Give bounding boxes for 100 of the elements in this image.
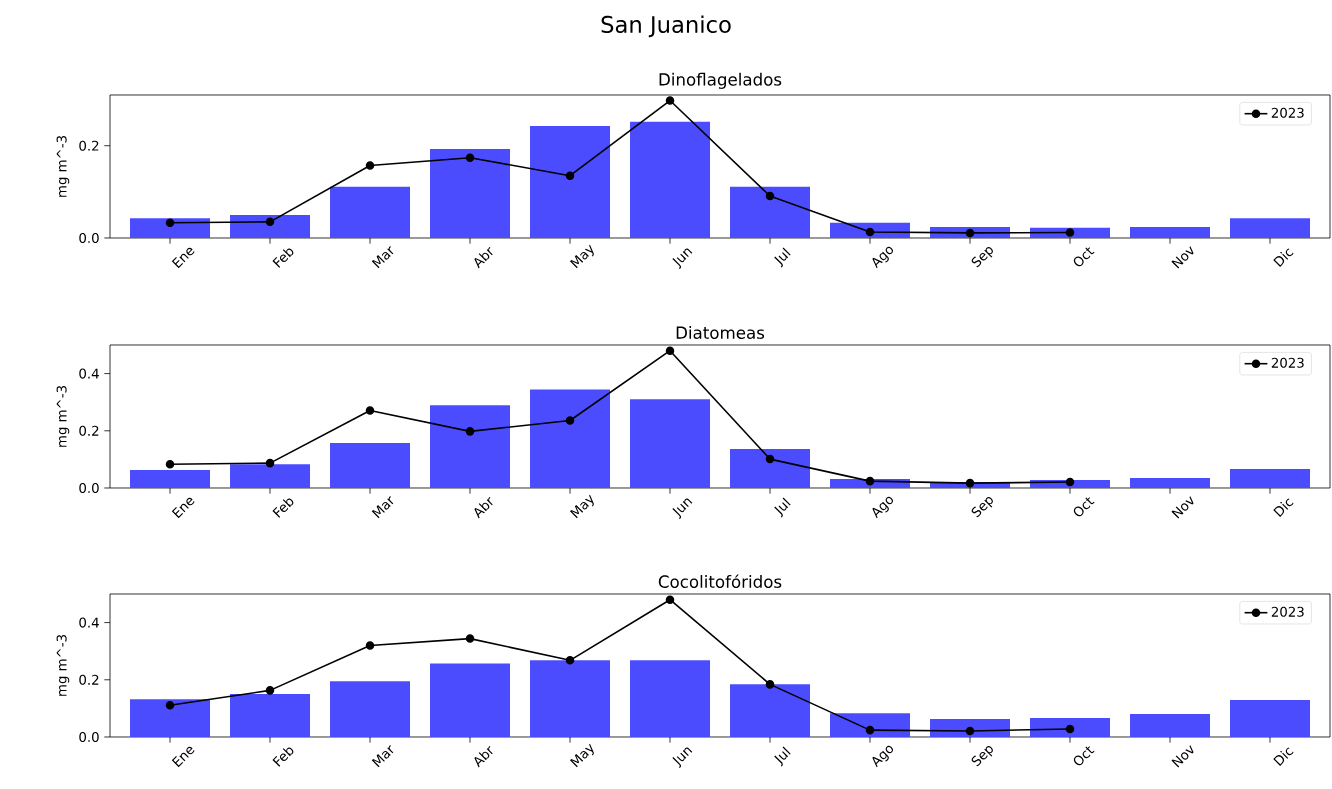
x-tick-label: Feb — [272, 747, 294, 767]
point — [665, 595, 675, 604]
chart-title: Dinoflagelados — [659, 72, 782, 89]
bar — [630, 399, 711, 488]
point — [1065, 228, 1075, 237]
bar — [230, 694, 311, 737]
bar — [530, 125, 611, 238]
y-tick-label: 0.2 — [79, 425, 99, 436]
x-tick-label: Oct — [1073, 746, 1095, 766]
point — [265, 217, 275, 227]
x-tick-label: Sep — [971, 497, 993, 518]
x-tick-label: Ago — [872, 246, 894, 269]
x-tick-label: Ene — [171, 497, 195, 519]
point — [865, 476, 875, 486]
point — [665, 96, 675, 105]
x-tick-label: Sep — [971, 247, 993, 268]
y-tick-label: 0.0 — [79, 731, 99, 743]
bar — [530, 660, 611, 737]
x-tick-label: Ago — [872, 745, 894, 768]
point — [965, 478, 975, 488]
bar — [1230, 218, 1310, 238]
bar — [330, 443, 411, 488]
legend-label: 2023 — [1271, 107, 1304, 118]
bar — [1130, 714, 1210, 737]
x-tick-label: Sep — [971, 746, 993, 767]
x-tick-label: Jul — [774, 247, 791, 268]
bar — [1230, 469, 1310, 488]
y-axis-title: mg m^-3 — [56, 634, 70, 696]
point — [165, 218, 175, 228]
x-tick-label: Mar — [371, 246, 394, 269]
point — [465, 427, 475, 436]
point — [865, 227, 875, 237]
x-tick-label: Jul — [774, 746, 791, 767]
x-tick-label: Dic — [1273, 498, 1294, 517]
point — [765, 191, 775, 201]
y-tick-label: 0.0 — [79, 232, 99, 244]
point — [965, 726, 975, 736]
legend-label: 2023 — [1271, 357, 1304, 368]
bar — [230, 214, 311, 238]
text: San Juanico — [601, 15, 731, 38]
bar — [630, 660, 711, 737]
bar — [230, 464, 311, 488]
y-tick-label: 0.4 — [79, 617, 99, 628]
point — [165, 459, 175, 469]
x-tick-label: Abr — [474, 497, 493, 519]
bar — [730, 449, 811, 488]
x-tick-label: Abr — [474, 746, 493, 768]
bar — [430, 663, 511, 737]
y-axis-title: mg m^-3 — [56, 385, 70, 447]
bar — [330, 186, 411, 238]
x-tick-label: Dic — [1273, 248, 1294, 267]
x-tick-label: Jul — [774, 497, 791, 518]
y-tick-label: 0.2 — [79, 140, 99, 151]
bar — [130, 218, 211, 238]
bar — [730, 684, 811, 737]
bar — [1230, 700, 1310, 737]
point — [565, 656, 575, 665]
bar — [530, 389, 611, 488]
x-tick-label: Mar — [371, 496, 394, 519]
point — [365, 406, 375, 415]
y-tick-label: 0.0 — [79, 482, 99, 494]
x-tick-label: Feb — [272, 498, 294, 518]
point — [465, 153, 475, 162]
point — [565, 416, 575, 425]
bar — [1030, 718, 1111, 737]
point — [365, 161, 375, 170]
point — [465, 634, 475, 643]
y-tick-label: 0.4 — [79, 368, 99, 379]
chart-title: Diatomeas — [676, 326, 765, 339]
bar — [430, 405, 511, 488]
x-tick-label: Jun — [672, 747, 693, 769]
bar — [1130, 226, 1210, 238]
x-tick-label: Ene — [171, 746, 195, 768]
point — [1065, 477, 1075, 487]
bar — [730, 186, 811, 238]
x-tick-label: Oct — [1073, 247, 1095, 267]
chart-title: Cocolitofóridos — [658, 574, 782, 588]
legend-label: 2023 — [1271, 606, 1304, 617]
bar — [630, 121, 711, 238]
point — [265, 686, 275, 695]
y-axis-title: mg m^-3 — [56, 135, 70, 197]
point — [565, 171, 575, 180]
bar — [130, 699, 211, 737]
point — [865, 725, 875, 735]
point — [165, 700, 175, 710]
x-tick-label: Jun — [672, 498, 693, 520]
x-tick-label: Feb — [272, 248, 294, 268]
x-tick-label: Oct — [1073, 497, 1095, 517]
x-tick-label: Dic — [1273, 747, 1294, 766]
bar — [330, 681, 411, 737]
point — [365, 641, 375, 650]
point — [665, 346, 675, 355]
bar — [130, 469, 211, 488]
bar — [830, 713, 911, 737]
point — [265, 458, 275, 468]
x-tick-label: Mar — [371, 745, 394, 768]
bar — [430, 148, 511, 238]
x-tick-label: Ago — [872, 496, 894, 519]
x-tick-label: Abr — [474, 247, 493, 269]
point — [965, 228, 975, 238]
